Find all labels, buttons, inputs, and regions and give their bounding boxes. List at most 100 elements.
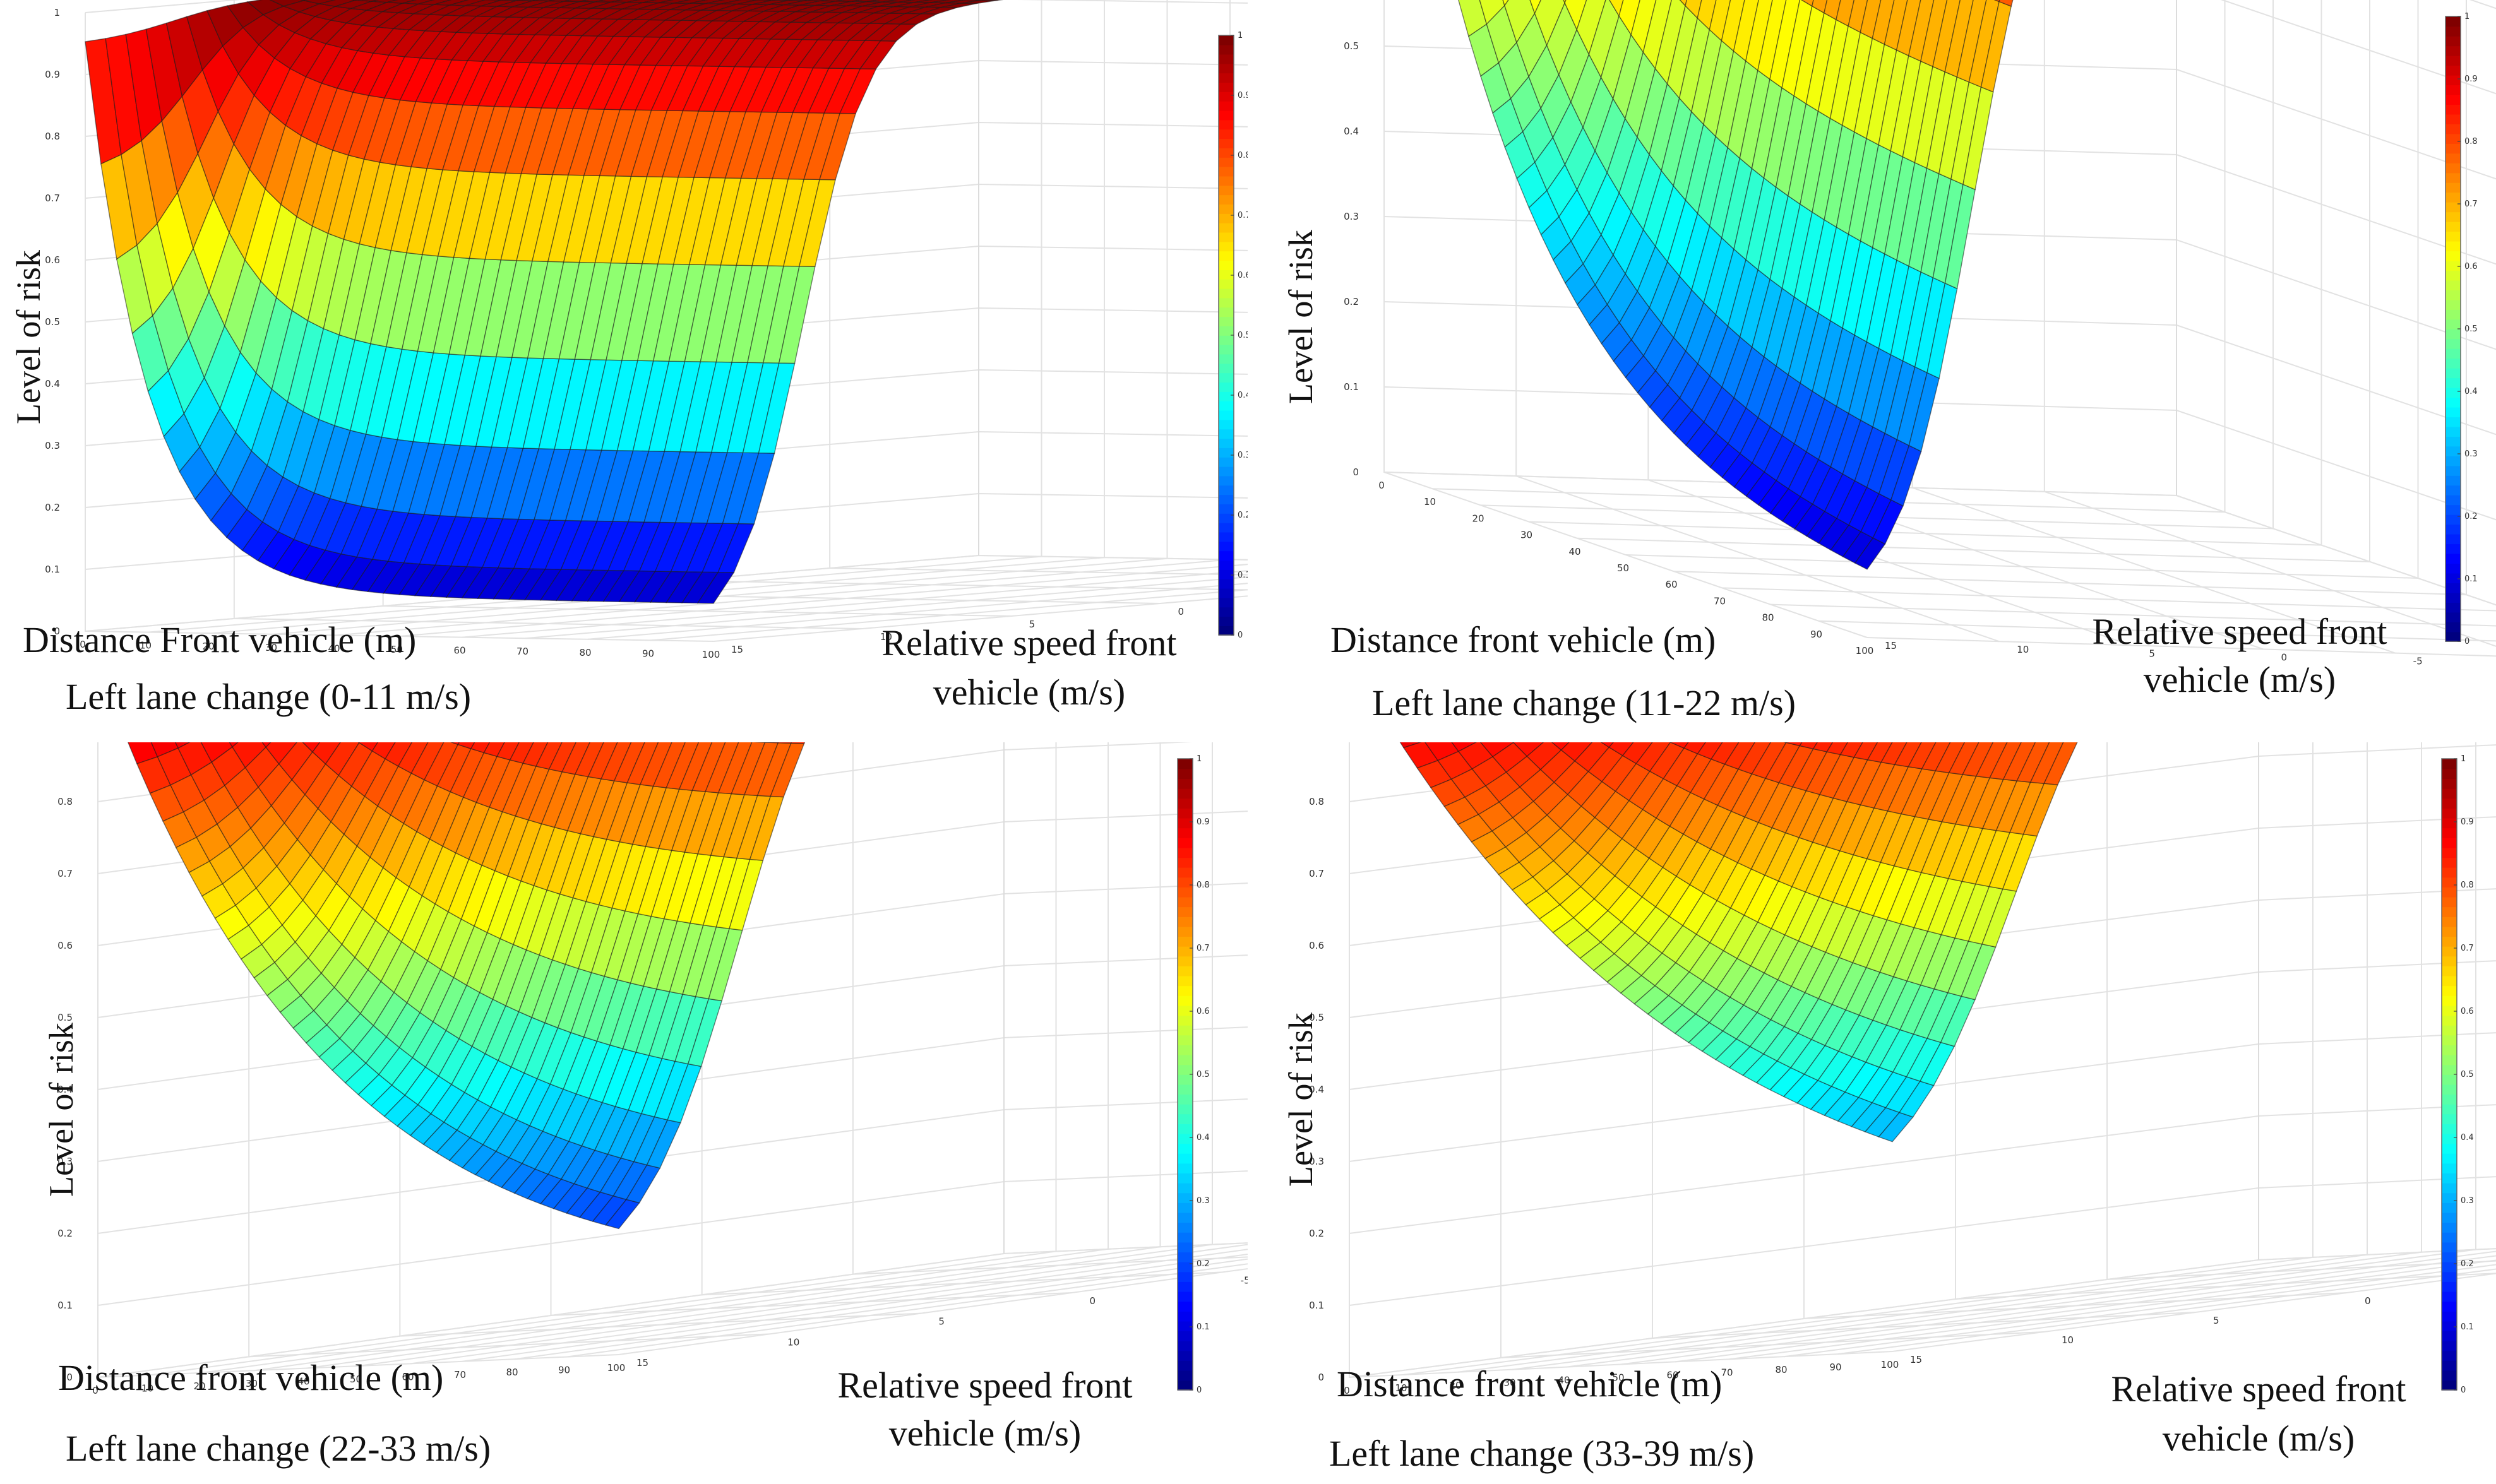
colorbar-swatch bbox=[1219, 298, 1234, 308]
colorbar-swatch bbox=[2445, 134, 2461, 144]
colorbar-swatch bbox=[2445, 261, 2461, 271]
colorbar-swatch bbox=[1219, 73, 1234, 83]
colorbar-swatch bbox=[1219, 148, 1234, 158]
colorbar-swatch bbox=[1219, 251, 1234, 261]
colorbar-swatch bbox=[2445, 104, 2461, 114]
z-tick-label: 0.3 bbox=[45, 440, 60, 451]
colorbar-swatch bbox=[2445, 514, 2461, 525]
z-tick-label: 1 bbox=[54, 7, 60, 18]
x-tick-label: 90 bbox=[1810, 629, 1822, 640]
colorbar-tick-label: 0.6 bbox=[2464, 262, 2478, 271]
x-tick-label: 90 bbox=[642, 648, 654, 659]
x-tick-label: 80 bbox=[579, 647, 591, 658]
colorbar-tick-label: 0.1 bbox=[1238, 571, 1248, 580]
colorbar-swatch bbox=[1219, 364, 1234, 374]
colorbar-swatch bbox=[1219, 101, 1234, 111]
colorbar-swatch bbox=[2445, 290, 2461, 300]
colorbar-swatch bbox=[2445, 309, 2461, 319]
colorbar-swatch bbox=[1219, 316, 1234, 326]
colorbar-swatch bbox=[2445, 436, 2461, 446]
colorbar-swatch bbox=[1219, 92, 1234, 102]
colorbar-swatch bbox=[2445, 602, 2461, 612]
colorbar-swatch bbox=[2445, 56, 2461, 66]
colorbar-tick-label: 0 bbox=[1238, 631, 1243, 640]
colorbar-tick-label: 0.7 bbox=[1238, 211, 1248, 220]
colorbar-swatch bbox=[2445, 417, 2461, 427]
colorbar-swatch bbox=[2445, 377, 2461, 388]
colorbar-swatch bbox=[2445, 368, 2461, 378]
x-tick-label: 100 bbox=[1856, 645, 1874, 656]
colorbar-swatch bbox=[2445, 583, 2461, 593]
colorbar-swatch bbox=[2445, 563, 2461, 573]
colorbar-tick-label: 0.8 bbox=[2464, 137, 2478, 146]
colorbar-swatch bbox=[1219, 129, 1234, 139]
x-tick-label: 70 bbox=[1714, 595, 1726, 607]
colorbar-swatch bbox=[2445, 192, 2461, 202]
colorbar-tick-label: 0.1 bbox=[2464, 574, 2478, 584]
colorbar-swatch bbox=[2445, 114, 2461, 124]
colorbar-swatch bbox=[1219, 279, 1234, 289]
colorbar-swatch bbox=[1219, 204, 1234, 214]
colorbar-swatch bbox=[2445, 456, 2461, 466]
panel-caption: Left lane change (0-11 m/s) bbox=[66, 679, 471, 715]
colorbar-swatch bbox=[2445, 554, 2461, 564]
y-axis-label-line-2: vehicle (m/s) bbox=[2044, 662, 2435, 698]
z-tick-label: 0.1 bbox=[45, 564, 60, 575]
x-tick-label: 40 bbox=[1568, 546, 1580, 557]
colorbar-swatch bbox=[2445, 300, 2461, 310]
colorbar-swatch bbox=[1219, 110, 1234, 121]
colorbar-swatch bbox=[1219, 307, 1234, 317]
y-tick-label: 15 bbox=[731, 644, 743, 655]
colorbar-swatch bbox=[1219, 550, 1234, 561]
colorbar-swatch bbox=[2445, 270, 2461, 280]
chart-panel-3: 00.10.20.30.40.50.60.70.80.9101020304050… bbox=[0, 742, 1248, 1484]
colorbar-swatch bbox=[2445, 251, 2461, 261]
colorbar-swatch bbox=[1219, 410, 1234, 420]
colorbar-tick-label: 0.7 bbox=[2464, 199, 2478, 209]
colorbar-swatch bbox=[1219, 213, 1234, 223]
colorbar-swatch bbox=[2445, 85, 2461, 95]
x-tick-label: 80 bbox=[1762, 612, 1774, 624]
colorbar-swatch bbox=[2445, 612, 2461, 622]
colorbar-swatch bbox=[1219, 335, 1234, 345]
y-tick-label: 0 bbox=[1178, 606, 1185, 617]
colorbar-tick-label: 0.3 bbox=[1238, 451, 1248, 460]
colorbar-swatch bbox=[1219, 194, 1234, 205]
z-tick-label: 0.2 bbox=[45, 502, 60, 513]
risk-surface bbox=[98, 742, 1248, 1229]
colorbar-swatch bbox=[2445, 466, 2461, 476]
chart-panel-2: 00.10.20.30.40.50.60.70.80.9101020304050… bbox=[1248, 0, 2496, 742]
colorbar-swatch bbox=[2445, 495, 2461, 505]
colorbar-swatch bbox=[2445, 593, 2461, 603]
colorbar-swatch bbox=[1219, 157, 1234, 167]
colorbar-swatch bbox=[1219, 260, 1234, 270]
colorbar-swatch bbox=[1219, 270, 1234, 280]
colorbar-swatch bbox=[2445, 65, 2461, 75]
colorbar-swatch bbox=[1219, 579, 1234, 589]
z-tick-label: 0.1 bbox=[1344, 381, 1359, 393]
colorbar-swatch bbox=[2445, 45, 2461, 56]
z-tick-label: 0.4 bbox=[1344, 126, 1359, 137]
colorbar-swatch bbox=[1219, 457, 1234, 467]
z-tick-label: 0.7 bbox=[45, 193, 60, 204]
x-tick-label: 60 bbox=[1665, 579, 1677, 590]
colorbar-swatch bbox=[2445, 143, 2461, 153]
colorbar-swatch bbox=[2445, 475, 2461, 485]
colorbar-swatch bbox=[2445, 338, 2461, 348]
z-tick-label: 0 bbox=[1352, 466, 1359, 478]
z-tick-label: 0.5 bbox=[1344, 40, 1359, 52]
colorbar-swatch bbox=[1219, 504, 1234, 514]
colorbar-tick-label: 0.5 bbox=[2464, 324, 2478, 334]
z-axis-label: Level of risk bbox=[1284, 230, 1318, 404]
colorbar-tick-label: 0.5 bbox=[1238, 331, 1248, 340]
colorbar-swatch bbox=[2445, 26, 2461, 36]
colorbar-swatch bbox=[2445, 319, 2461, 329]
z-tick-label: 0.3 bbox=[1344, 211, 1359, 222]
colorbar-swatch bbox=[2445, 524, 2461, 534]
x-tick-label: 30 bbox=[1520, 530, 1532, 541]
colorbar-swatch bbox=[1219, 598, 1234, 608]
colorbar-tick-label: 0.6 bbox=[1238, 271, 1248, 280]
colorbar-swatch bbox=[2445, 153, 2461, 163]
colorbar-tick-label: 0.2 bbox=[1238, 511, 1248, 520]
